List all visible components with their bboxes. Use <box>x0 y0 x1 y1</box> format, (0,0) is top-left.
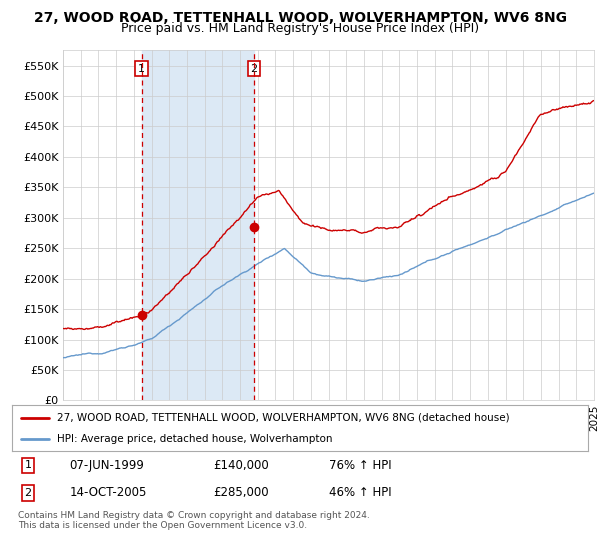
Text: 2: 2 <box>25 488 32 498</box>
Text: 1: 1 <box>138 64 145 74</box>
Text: 27, WOOD ROAD, TETTENHALL WOOD, WOLVERHAMPTON, WV6 8NG: 27, WOOD ROAD, TETTENHALL WOOD, WOLVERHA… <box>34 11 566 25</box>
Text: 46% ↑ HPI: 46% ↑ HPI <box>329 487 391 500</box>
Text: 1: 1 <box>25 460 32 470</box>
Text: HPI: Average price, detached house, Wolverhampton: HPI: Average price, detached house, Wolv… <box>57 435 332 444</box>
Bar <box>142 50 254 400</box>
Text: 2: 2 <box>250 64 257 74</box>
Text: 07-JUN-1999: 07-JUN-1999 <box>70 459 145 472</box>
Text: Price paid vs. HM Land Registry's House Price Index (HPI): Price paid vs. HM Land Registry's House … <box>121 22 479 35</box>
Text: 27, WOOD ROAD, TETTENHALL WOOD, WOLVERHAMPTON, WV6 8NG (detached house): 27, WOOD ROAD, TETTENHALL WOOD, WOLVERHA… <box>57 413 509 423</box>
Text: £285,000: £285,000 <box>214 487 269 500</box>
Text: 76% ↑ HPI: 76% ↑ HPI <box>329 459 391 472</box>
Text: 14-OCT-2005: 14-OCT-2005 <box>70 487 147 500</box>
Text: £140,000: £140,000 <box>214 459 269 472</box>
Text: Contains HM Land Registry data © Crown copyright and database right 2024.
This d: Contains HM Land Registry data © Crown c… <box>18 511 370 530</box>
